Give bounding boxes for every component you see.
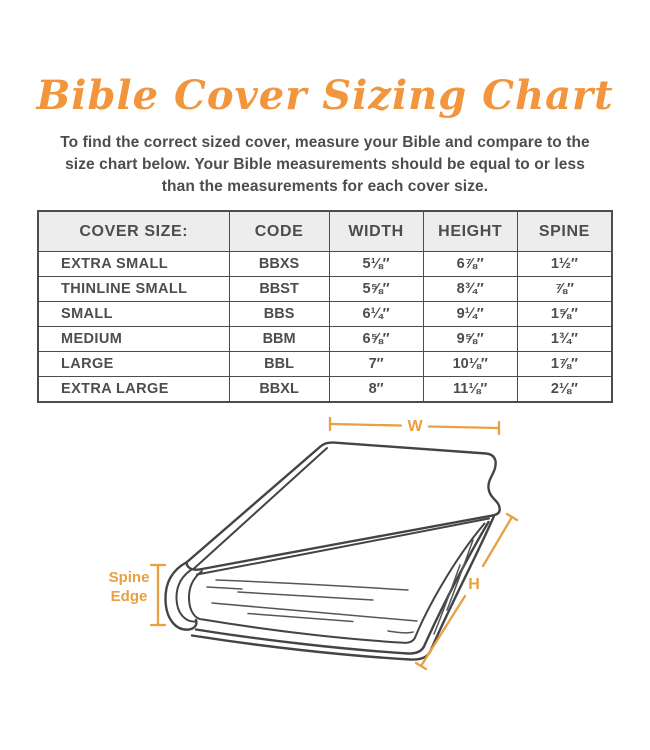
cell-height: 10⅛″ — [422, 351, 518, 377]
height-dimension — [414, 512, 519, 671]
cell-height: 8¾″ — [422, 276, 518, 302]
col-header-cover-size: COVER SIZE: — [37, 210, 230, 252]
cell-width: 7″ — [328, 351, 424, 377]
spine-edge-label: Spine Edge — [108, 569, 150, 605]
cell-width: 6¼″ — [328, 301, 424, 327]
cell-width: 6⅝″ — [328, 326, 424, 352]
cell-code: BBM — [228, 326, 330, 352]
book-spine-inner-curve — [175, 567, 197, 623]
table-row: MEDIUM BBM 6⅝″ 9⅝″ 1¾″ — [37, 326, 613, 352]
width-dimension-label: W — [407, 418, 423, 435]
cell-code: BBXS — [228, 251, 330, 277]
cell-width: 5⅛″ — [328, 251, 424, 277]
table-row: THINLINE SMALL BBST 5⅝″ 8¾″ ⅞″ — [37, 276, 613, 302]
page-title: Bible Cover Sizing Chart — [36, 72, 614, 119]
width-dimension — [328, 416, 501, 436]
book-cover-hinge-line — [193, 447, 328, 570]
cell-width: 8″ — [328, 376, 424, 403]
book-page-streaks — [206, 539, 474, 635]
cell-size: SMALL — [37, 301, 230, 327]
spine-dimension — [149, 563, 167, 627]
cell-height: 11⅛″ — [422, 376, 518, 403]
sizing-table: COVER SIZE: CODE WIDTH HEIGHT SPINE EXTR… — [37, 210, 613, 403]
book-pages-left-edge — [187, 570, 204, 621]
book-diagram: W H Spine Edge — [90, 410, 560, 695]
book-cover-front-lip — [196, 517, 490, 576]
cell-size: MEDIUM — [37, 326, 230, 352]
table-row: SMALL BBS 6¼″ 9¼″ 1⅝″ — [37, 301, 613, 327]
dimension-annotations: W H — [149, 416, 519, 671]
col-header-code: CODE — [228, 210, 330, 252]
book-pages-bottom-edge — [202, 522, 486, 644]
book-spine-outer-curve — [164, 560, 198, 631]
col-header-height: HEIGHT — [422, 210, 518, 252]
cell-spine: 1½″ — [516, 251, 613, 277]
table-row: EXTRA LARGE BBXL 8″ 11⅛″ 2⅛″ — [37, 376, 613, 403]
height-dimension-label: H — [468, 576, 480, 593]
cell-spine: 1⅞″ — [516, 351, 613, 377]
cell-spine: ⅞″ — [516, 276, 613, 302]
cell-size: EXTRA LARGE — [37, 376, 230, 403]
book-illustration — [164, 441, 501, 661]
cell-size: THINLINE SMALL — [37, 276, 230, 302]
table-header-row: COVER SIZE: CODE WIDTH HEIGHT SPINE — [37, 210, 613, 252]
col-header-width: WIDTH — [328, 210, 424, 252]
cell-width: 5⅝″ — [328, 276, 424, 302]
cell-spine: 2⅛″ — [516, 376, 613, 403]
cell-size: EXTRA SMALL — [37, 251, 230, 277]
col-header-spine: SPINE — [516, 210, 613, 252]
table-header: COVER SIZE: CODE WIDTH HEIGHT SPINE — [37, 210, 613, 252]
cell-spine: 1¾″ — [516, 326, 613, 352]
book-back-cover-inner-edge — [194, 520, 490, 655]
cell-code: BBS — [228, 301, 330, 327]
cell-height: 9¼″ — [422, 301, 518, 327]
table-row: EXTRA SMALL BBXS 5⅛″ 6⅞″ 1½″ — [37, 251, 613, 277]
cell-spine: 1⅝″ — [516, 301, 613, 327]
cell-code: BBXL — [228, 376, 330, 403]
cell-height: 9⅝″ — [422, 326, 518, 352]
page-description: To find the correct sized cover, measure… — [60, 134, 590, 195]
cell-code: BBL — [228, 351, 330, 377]
cell-size: LARGE — [37, 351, 230, 377]
cell-height: 6⅞″ — [422, 251, 518, 277]
book-top-cover — [185, 441, 501, 571]
book-back-cover-outer-edge — [190, 515, 495, 661]
cell-code: BBST — [228, 276, 330, 302]
table-row: LARGE BBL 7″ 10⅛″ 1⅞″ — [37, 351, 613, 377]
